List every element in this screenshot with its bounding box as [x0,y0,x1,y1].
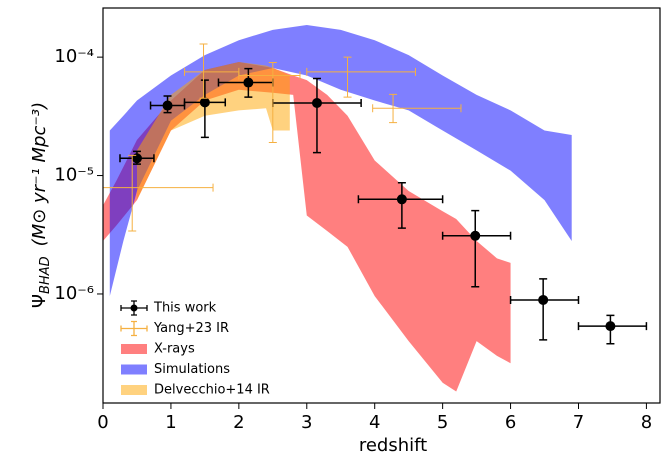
legend-label: Simulations [154,362,230,377]
legend-swatch [121,385,147,395]
x-tick-label: 5 [437,412,448,433]
y-tick-label: 10⁻⁶ [54,283,94,304]
y-label-units: (M⊙ yr⁻¹ Mpc⁻³) [29,102,50,246]
legend-label: Yang+23 IR [153,321,229,336]
point [162,100,173,111]
y-axis-label: ΨBHAD (M⊙ yr⁻¹ Mpc⁻³) [29,102,53,308]
y-label-symbol: Ψ [29,294,50,308]
error-bar-y [471,209,480,288]
error-bar-y [199,43,208,99]
x-tick-label: 0 [97,412,108,433]
point [311,97,322,108]
legend-label: This work [153,301,217,316]
y-tick-label: 10⁻⁴ [54,46,94,67]
error-bar-y [312,77,321,154]
y-tick-label: 10⁻⁵ [54,165,94,186]
point [396,194,407,205]
error-bar-y [539,278,548,341]
band [109,24,572,297]
point [131,153,142,164]
error-bar-y [200,79,209,139]
x-tick-label: 2 [233,412,244,433]
x-tick-label: 6 [505,412,516,433]
band [103,61,511,392]
error-bar-y [343,56,352,98]
legend-marker [120,320,148,337]
point [243,77,254,88]
point [605,321,616,332]
legend-swatch [121,364,147,375]
error-bar-y [397,181,406,229]
x-tick-label: 8 [641,412,652,433]
error-bar-x [372,104,462,113]
x-axis-label: redshift [359,435,427,456]
legend-label: Delvecchio+14 IR [154,383,270,398]
point [470,230,481,241]
x-tick-label: 1 [165,412,176,433]
legend-swatch [121,344,147,354]
error-bar-y [128,154,137,232]
x-tick-label: 4 [369,412,380,433]
legend-label: X-rays [154,342,195,357]
plot-frame [102,7,661,404]
point [199,97,210,108]
legend-marker [130,304,138,312]
x-tick-label: 3 [301,412,312,433]
y-label-subscript: BHAD [38,256,53,294]
error-bar-x [306,67,416,76]
point [538,294,549,305]
error-bar-x [238,71,301,80]
x-tick-label: 7 [573,412,584,433]
